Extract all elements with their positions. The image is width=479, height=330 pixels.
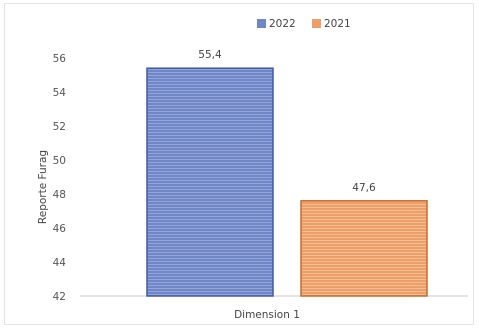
y-tick-label: 46 [53, 223, 67, 235]
y-tick-label: 50 [53, 155, 66, 167]
bar-2021 [300, 200, 428, 297]
y-tick-label: 52 [53, 121, 66, 133]
x-category-label: Dimension 1 [234, 309, 300, 321]
legend-label-2022: 2022 [269, 18, 296, 30]
y-tick-label: 54 [53, 87, 67, 99]
bar-2022 [146, 67, 274, 297]
legend-swatch-2022 [257, 19, 266, 28]
legend-label-2021: 2021 [324, 18, 351, 30]
legend-swatch-2021 [312, 19, 321, 28]
y-tick-label: 48 [53, 189, 66, 201]
data-label-2022: 55,4 [198, 49, 222, 61]
y-axis-label: Reporte Furag [37, 150, 49, 224]
y-tick-label: 44 [53, 257, 67, 269]
y-tick-label: 42 [53, 291, 66, 303]
data-label-2021: 47,6 [352, 182, 376, 194]
y-tick-label: 56 [53, 53, 67, 65]
